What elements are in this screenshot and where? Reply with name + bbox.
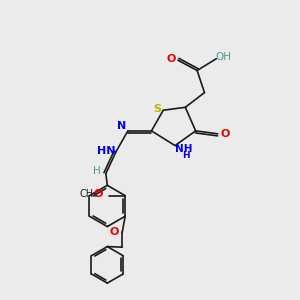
Text: O: O [109, 227, 119, 237]
Text: NH: NH [175, 143, 193, 154]
Text: H: H [182, 151, 190, 160]
Text: O: O [94, 190, 103, 200]
Text: CH₃: CH₃ [79, 190, 98, 200]
Text: HN: HN [98, 146, 116, 157]
Text: S: S [153, 104, 161, 114]
Text: N: N [117, 122, 127, 131]
Text: H: H [93, 166, 101, 176]
Text: methoxy: methoxy [92, 194, 98, 195]
Text: O: O [167, 54, 176, 64]
Text: O: O [220, 129, 230, 139]
Text: OH: OH [216, 52, 232, 62]
